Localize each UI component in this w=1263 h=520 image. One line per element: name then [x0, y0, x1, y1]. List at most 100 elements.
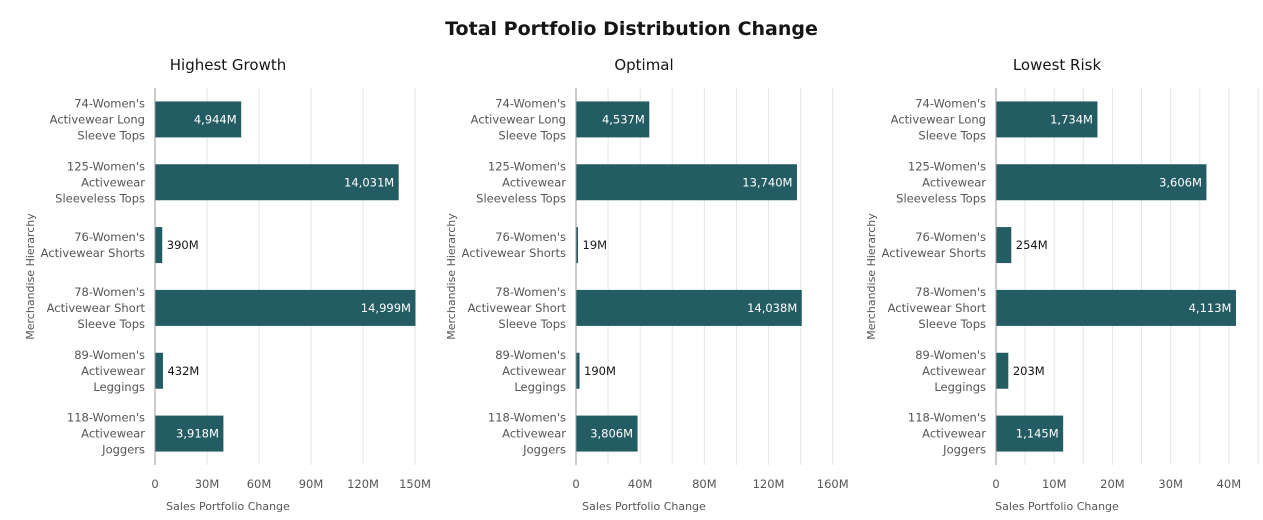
category-label-line: Leggings [514, 380, 566, 394]
category-label: 89-Women's Activewear Leggings [915, 348, 986, 394]
category-label: 125-Women's Activewear Sleeveless Tops [55, 159, 145, 205]
bar [155, 415, 224, 452]
x-axis-title: Sales Portfolio Change [582, 500, 706, 513]
data-label: 190M [584, 364, 616, 378]
bar [155, 289, 416, 326]
category-label-line: 118-Women's [908, 411, 986, 425]
panel-lowest-risk: Lowest Risk 0 10M 20M 30M 40M Sales Portfolio … [865, 56, 1259, 513]
x-tick-label: 120M [753, 477, 785, 491]
x-tick-label: 40M [628, 477, 653, 491]
category-label-line: 78-Women's [915, 285, 986, 299]
bar [576, 164, 797, 201]
category-label-line: 89-Women's [74, 348, 145, 362]
data-label: 254M [1016, 238, 1048, 252]
x-tick-label: 30M [195, 477, 220, 491]
x-tick-label: 0 [992, 477, 999, 491]
x-tick-label: 40M [1217, 477, 1242, 491]
category-label: 118-Women's Activewear Joggers [488, 411, 566, 457]
category-label-line: Activewear [502, 364, 566, 378]
data-label: 14,999M [361, 301, 411, 315]
category-label-line: Activewear [81, 427, 145, 441]
data-label: 13,740M [742, 175, 792, 189]
bar [155, 164, 399, 201]
panel-optimal: Optimal 0 40M 80M 120M 160M Sales Portfolio Ch… [445, 56, 849, 513]
bar [576, 289, 802, 326]
chart-title: Total Portfolio Distribution Change [445, 18, 818, 40]
category-label: 125-Women's Activewear Sleeveless Tops [896, 159, 986, 205]
y-axis-title: Merchandise Hierarchy [445, 213, 458, 340]
category-label-line: 118-Women's [67, 411, 145, 425]
bar [996, 289, 1236, 326]
category-label-line: Activewear [81, 364, 145, 378]
category-label-line: Activewear Shorts [882, 246, 986, 260]
bar [996, 415, 1064, 452]
data-label: 4,113M [1189, 301, 1232, 315]
category-label-line: Joggers [101, 443, 145, 457]
x-tick-label: 0 [572, 477, 579, 491]
category-label: 78-Women's Activewear Short Sleeve Tops [47, 285, 146, 331]
category-label: 118-Women's Activewear Joggers [67, 411, 145, 457]
category-label-line: Activewear Shorts [41, 246, 145, 260]
category-label-line: 74-Women's [74, 96, 145, 110]
category-label-line: Sleeve Tops [77, 317, 145, 331]
category-label-line: 76-Women's [495, 230, 566, 244]
category-label-line: 125-Women's [908, 159, 986, 173]
category-label-line: Activewear Long [891, 112, 986, 126]
category-label-line: Activewear [81, 175, 145, 189]
category-label: 118-Women's Activewear Joggers [908, 411, 986, 457]
category-label: 78-Women's Activewear Short Sleeve Tops [888, 285, 987, 331]
data-label: 19M [583, 238, 608, 252]
data-label: 432M [167, 364, 199, 378]
category-label: 74-Women's Activewear Long Sleeve Tops [891, 96, 986, 142]
category-label-line: Activewear [922, 175, 986, 189]
category-label-line: 74-Women's [495, 96, 566, 110]
category-label-line: Sleeveless Tops [896, 191, 986, 205]
data-label: 3,606M [1159, 175, 1202, 189]
bar [576, 352, 580, 389]
category-label-line: Activewear [922, 364, 986, 378]
bar [576, 227, 578, 264]
x-tick-label: 120M [347, 477, 379, 491]
category-label-line: Activewear Short [888, 301, 987, 315]
data-label: 390M [167, 238, 199, 252]
y-axis-title: Merchandise Hierarchy [24, 213, 37, 340]
x-axis-title: Sales Portfolio Change [166, 500, 290, 513]
x-tick-label: 60M [247, 477, 272, 491]
category-label-line: Sleeve Tops [498, 317, 566, 331]
category-label: 76-Women's Activewear Shorts [41, 230, 145, 260]
data-label: 4,537M [602, 112, 645, 126]
category-label-line: 125-Women's [488, 159, 566, 173]
bar [576, 101, 650, 138]
panel-title: Lowest Risk [1013, 56, 1102, 74]
category-label-line: 76-Women's [915, 230, 986, 244]
data-label: 1,145M [1016, 427, 1059, 441]
category-label-line: 125-Women's [67, 159, 145, 173]
category-label-line: Joggers [522, 443, 566, 457]
category-label: 76-Women's Activewear Shorts [882, 230, 986, 260]
data-label: 14,038M [747, 301, 797, 315]
panel-highest-growth: Highest Growth 0 30M 60M 90M 120M 150M Sales Po… [24, 56, 431, 513]
bar [996, 164, 1207, 201]
category-label-line: Sleeveless Tops [476, 191, 566, 205]
bar [996, 101, 1098, 138]
category-label-line: Sleeve Tops [918, 128, 986, 142]
category-label-line: 76-Women's [74, 230, 145, 244]
category-label-line: Sleeve Tops [918, 317, 986, 331]
category-label-line: Leggings [93, 380, 145, 394]
category-label-line: 78-Women's [74, 285, 145, 299]
x-tick-label: 10M [1042, 477, 1067, 491]
x-tick-label: 160M [817, 477, 849, 491]
bar [576, 415, 638, 452]
category-label-line: Activewear [502, 175, 566, 189]
data-label: 203M [1013, 364, 1045, 378]
category-label-line: Activewear [922, 427, 986, 441]
category-label: 76-Women's Activewear Shorts [462, 230, 566, 260]
bar [155, 227, 163, 264]
category-label: 78-Women's Activewear Short Sleeve Tops [468, 285, 567, 331]
panel-title: Highest Growth [170, 56, 286, 74]
bar [155, 101, 242, 138]
category-label: 74-Women's Activewear Long Sleeve Tops [50, 96, 145, 142]
category-label-line: Activewear Short [468, 301, 567, 315]
category-label: 89-Women's Activewear Leggings [495, 348, 566, 394]
